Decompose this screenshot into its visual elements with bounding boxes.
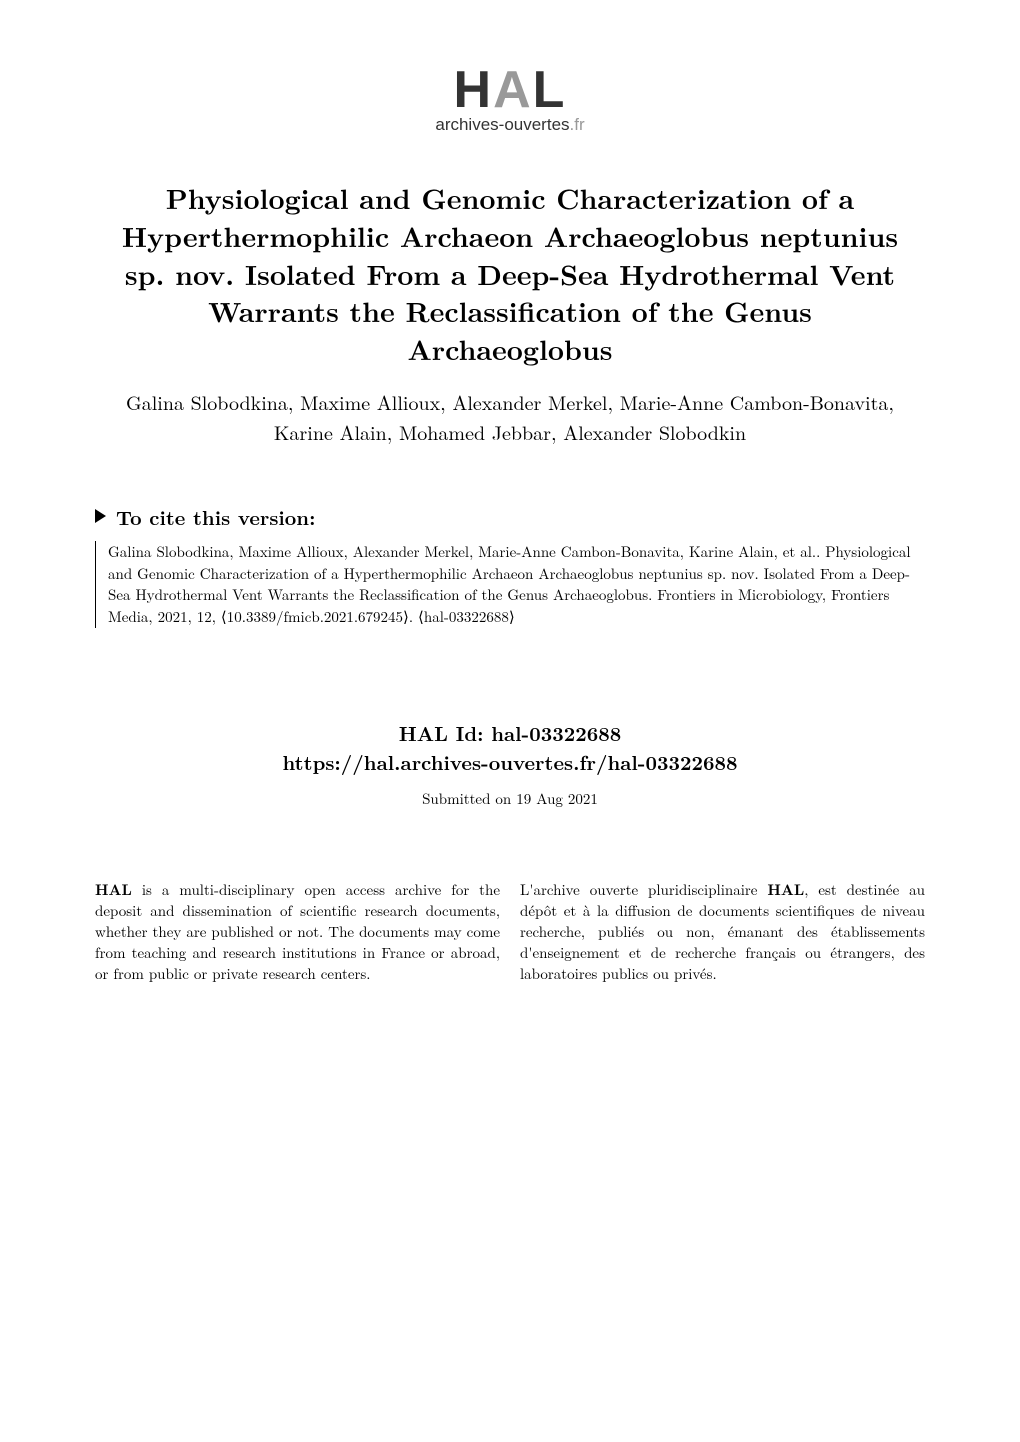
description-left: HAL is a multi-disciplinary open access … — [95, 879, 500, 984]
cite-header: To cite this version: — [95, 502, 925, 531]
hal-logo: HAL archives-ouvertes.fr — [435, 60, 584, 135]
cite-header-text: To cite this version: — [116, 502, 315, 531]
logo-subtitle-prefix: archives-ouvertes — [435, 115, 569, 134]
description-columns: HAL is a multi-disciplinary open access … — [95, 879, 925, 984]
cite-block: Galina Slobodkina, Maxime Allioux, Alexa… — [95, 541, 925, 628]
logo-container: HAL archives-ouvertes.fr — [95, 60, 925, 135]
submitted-date: Submitted on 19 Aug 2021 — [95, 788, 925, 809]
logo-subtitle: archives-ouvertes.fr — [435, 115, 584, 135]
logo-subtitle-suffix: .fr — [570, 115, 585, 134]
cite-text: Galina Slobodkina, Maxime Allioux, Alexa… — [108, 541, 911, 627]
paper-title: Physiological and Genomic Characterizati… — [95, 180, 925, 369]
logo-letter-h: H — [454, 61, 494, 119]
hal-url[interactable]: https://hal.archives-ouvertes.fr/hal-033… — [95, 747, 925, 776]
paper-authors: Galina Slobodkina, Maxime Allioux, Alexa… — [95, 387, 925, 447]
triangle-icon — [95, 509, 106, 523]
logo-letter-a: A — [493, 61, 533, 119]
description-right-text: L'archive ouverte pluridisciplinaire HAL… — [520, 879, 925, 984]
logo-letter-l: L — [533, 61, 567, 119]
logo-hal-text: HAL — [435, 60, 584, 120]
page-container: HAL archives-ouvertes.fr Physiological a… — [0, 0, 1020, 1044]
hal-id-label: HAL Id: hal-03322688 — [95, 718, 925, 747]
description-right: L'archive ouverte pluridisciplinaire HAL… — [520, 879, 925, 984]
description-left-text: HAL is a multi-disciplinary open access … — [95, 879, 500, 984]
hal-id-block: HAL Id: hal-03322688 https://hal.archive… — [95, 718, 925, 776]
